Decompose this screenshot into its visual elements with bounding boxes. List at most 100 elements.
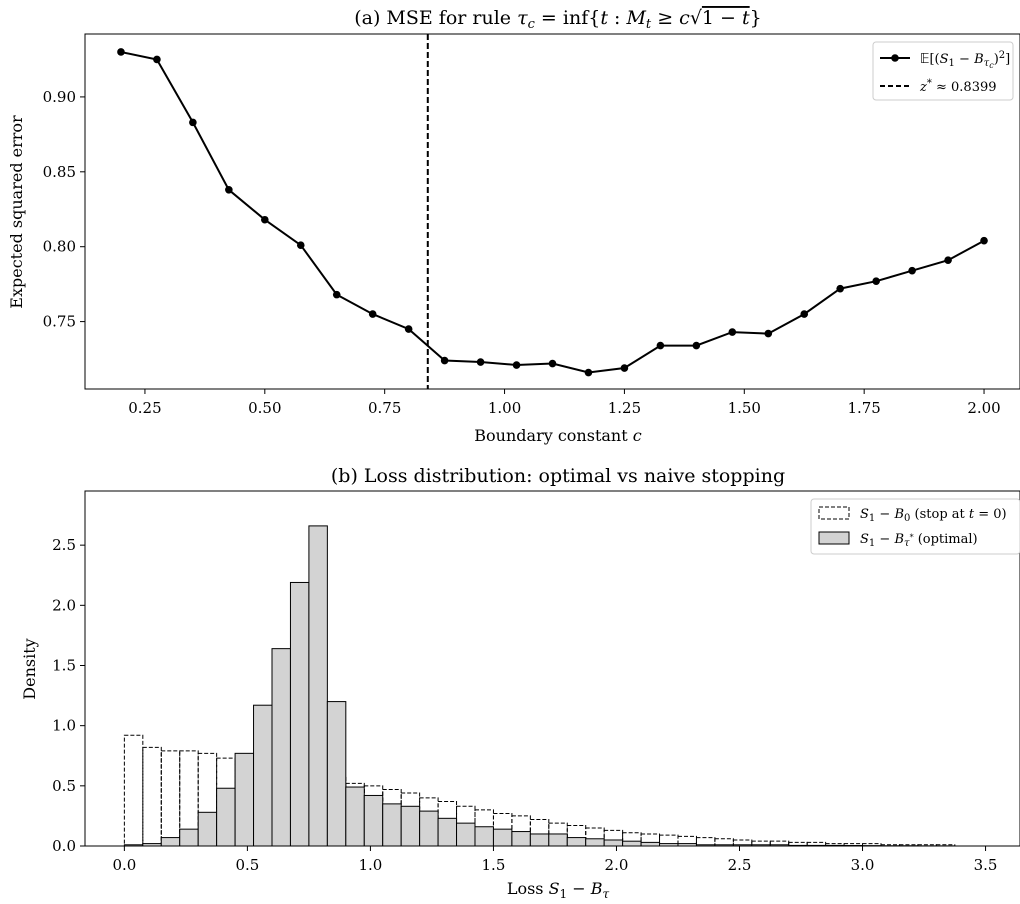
optimal-bar-12 <box>345 786 365 847</box>
mse-point-10 <box>476 358 485 366</box>
optimal-bar-7 <box>253 704 273 847</box>
mse-point-23 <box>944 256 952 264</box>
optimal-bar-27 <box>622 840 642 847</box>
optimal-bar-10 <box>308 525 328 847</box>
panel-b-y-axis-label: Density <box>20 638 39 699</box>
mse-point-1 <box>153 55 161 64</box>
b-x-tick-label-5: 2.5 <box>728 856 752 874</box>
panel-b-histogram: (b) Loss distribution: optimal vs naive … <box>20 465 1020 901</box>
mse-point-20 <box>836 284 844 293</box>
naive-bar-1 <box>142 746 162 847</box>
mse-point-8 <box>404 325 413 333</box>
optimal-bar-28 <box>640 841 661 847</box>
a-x-tick-label-0: 0.25 <box>128 399 161 417</box>
a-y-tick-label-2: 0.85 <box>43 163 76 181</box>
optimal-bar-17 <box>437 817 458 847</box>
b-x-tick-label-3: 1.5 <box>482 856 506 874</box>
panel-a-line-chart: (a) MSE for rule τc = inf{t : Mt ≥ c√1 −… <box>7 7 1020 445</box>
mse-point-9 <box>440 356 449 365</box>
mse-point-18 <box>764 329 773 338</box>
panel-b-legend-frame <box>810 498 1020 555</box>
b-x-tick-label-0: 0.0 <box>112 856 136 874</box>
mse-point-22 <box>908 266 916 275</box>
b-y-tick-label-1: 0.5 <box>52 777 76 795</box>
mse-point-21 <box>872 277 880 285</box>
a-x-tick-label-4: 1.25 <box>608 399 641 417</box>
optimal-bar-11 <box>326 701 347 847</box>
naive-bar-32 <box>714 838 734 847</box>
panel-b-title: (b) Loss distribution: optimal vs naive … <box>331 465 785 487</box>
a-x-tick-label-7: 2.00 <box>967 399 1000 417</box>
optimal-bar-2 <box>160 837 181 847</box>
mse-point-7 <box>368 310 377 318</box>
mse-point-24 <box>980 236 988 245</box>
optimal-bar-4 <box>197 811 218 847</box>
b-x-tick-label-4: 2.0 <box>605 856 629 874</box>
legend-naive-label: S1 − B0 (stop at t = 0) <box>860 507 1007 524</box>
optimal-bar-8 <box>271 648 291 847</box>
optimal-bar-9 <box>289 581 310 847</box>
b-x-tick-label-7: 3.5 <box>974 856 998 874</box>
optimal-bar-19 <box>474 826 494 847</box>
panel-a-y-axis-label: Expected squared error <box>7 115 26 309</box>
mse-point-4 <box>261 215 269 224</box>
panel-b-x-axis-label: Loss S1 − Bτ <box>507 879 610 901</box>
b-y-tick-label-2: 1.0 <box>52 717 76 735</box>
optimal-bar-5 <box>216 787 236 847</box>
optimal-bar-16 <box>419 810 439 847</box>
optimal-bar-25 <box>585 838 605 847</box>
b-x-tick-label-1: 0.5 <box>235 856 259 874</box>
b-x-tick-label-2: 1.0 <box>358 856 382 874</box>
optimal-bar-24 <box>566 837 587 847</box>
a-y-tick-label-1: 0.80 <box>43 238 76 256</box>
optimal-bar-15 <box>400 805 421 847</box>
optimal-bar-6 <box>234 752 255 847</box>
mse-point-19 <box>800 310 809 318</box>
mse-point-14 <box>620 364 629 372</box>
mse-point-11 <box>512 361 521 369</box>
mse-point-12 <box>548 359 557 368</box>
optimal-bar-13 <box>363 794 384 847</box>
optimal-bar-18 <box>456 822 476 847</box>
naive-bar-2 <box>160 750 181 847</box>
legend-mse-marker-swatch <box>891 54 899 62</box>
a-x-tick-label-2: 0.75 <box>368 399 401 417</box>
b-y-tick-label-4: 2.0 <box>52 596 76 614</box>
a-y-tick-label-0: 0.75 <box>43 313 76 331</box>
panel-a-legend: 𝔼[(S1 − Bτc)2] z* ≈ 0.8399 <box>872 41 1014 101</box>
panel-b-legend: S1 − B0 (stop at t = 0) S1 − Bτ* (optima… <box>810 498 1020 555</box>
mse-point-5 <box>296 241 305 250</box>
panel-a-title: (a) MSE for rule τc = inf{t : Mt ≥ c√1 −… <box>354 7 762 32</box>
a-x-tick-label-6: 1.75 <box>847 399 880 417</box>
b-x-tick-label-6: 3.0 <box>851 856 875 874</box>
optimal-bar-26 <box>603 839 624 847</box>
mse-series-line <box>120 51 985 374</box>
optimal-bar-14 <box>382 803 402 847</box>
mse-point-6 <box>332 290 341 299</box>
optimal-bar-23 <box>548 833 568 847</box>
b-y-tick-label-3: 1.5 <box>52 656 76 674</box>
mse-point-17 <box>728 328 737 336</box>
b-y-tick-label-0: 0.0 <box>52 837 76 855</box>
mse-point-0 <box>117 48 125 56</box>
optimal-bar-3 <box>179 828 199 847</box>
legend-optimal-label: S1 − Bτ* (optimal) <box>860 532 978 549</box>
legend-naive-swatch <box>818 506 850 520</box>
a-y-tick-label-3: 0.90 <box>43 88 76 106</box>
b-y-tick-label-5: 2.5 <box>52 536 76 554</box>
a-x-tick-label-5: 1.50 <box>728 399 761 417</box>
a-x-tick-label-1: 0.50 <box>248 399 281 417</box>
optimal-bar-21 <box>511 831 531 847</box>
mse-point-16 <box>692 341 701 350</box>
optimal-bar-20 <box>492 828 513 847</box>
mse-point-13 <box>584 368 593 377</box>
panel-b-axes-frame <box>84 490 1020 847</box>
optimal-bar-22 <box>529 833 550 847</box>
legend-zstar-label: z* ≈ 0.8399 <box>919 78 997 95</box>
a-x-tick-label-3: 1.00 <box>488 399 521 417</box>
mse-point-2 <box>189 118 197 127</box>
panel-a-axes-frame <box>84 33 1020 390</box>
legend-optimal-swatch <box>818 531 850 545</box>
naive-bar-0 <box>123 734 144 847</box>
